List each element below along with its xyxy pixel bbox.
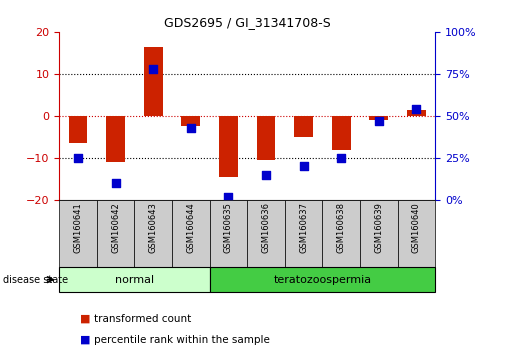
- Point: [262, 172, 270, 178]
- Text: GSM160635: GSM160635: [224, 202, 233, 253]
- Bar: [59, 267, 210, 292]
- Bar: [407, 110, 426, 116]
- Point: [111, 180, 119, 186]
- Point: [149, 66, 158, 72]
- Bar: [294, 116, 313, 137]
- Text: ■: ■: [80, 335, 90, 345]
- Bar: [256, 116, 276, 160]
- Bar: [210, 200, 247, 267]
- Bar: [210, 267, 435, 292]
- Text: GSM160639: GSM160639: [374, 202, 383, 253]
- Text: teratozoospermia: teratozoospermia: [273, 275, 371, 285]
- Bar: [332, 116, 351, 149]
- Point: [74, 155, 82, 161]
- Text: transformed count: transformed count: [94, 314, 192, 324]
- Text: disease state: disease state: [3, 275, 67, 285]
- Bar: [172, 200, 210, 267]
- Bar: [247, 200, 285, 267]
- Point: [225, 194, 233, 200]
- Bar: [181, 116, 200, 126]
- Title: GDS2695 / GI_31341708-S: GDS2695 / GI_31341708-S: [164, 16, 331, 29]
- Bar: [144, 47, 163, 116]
- Text: percentile rank within the sample: percentile rank within the sample: [94, 335, 270, 345]
- Text: GSM160638: GSM160638: [337, 202, 346, 253]
- Bar: [398, 200, 435, 267]
- Bar: [360, 200, 398, 267]
- Text: GSM160636: GSM160636: [262, 202, 270, 253]
- Text: GSM160641: GSM160641: [74, 202, 82, 253]
- Point: [186, 125, 195, 131]
- Text: GSM160644: GSM160644: [186, 202, 195, 253]
- Point: [337, 155, 345, 161]
- Bar: [322, 200, 360, 267]
- Bar: [68, 116, 88, 143]
- Point: [375, 118, 383, 124]
- Bar: [219, 116, 238, 177]
- Bar: [59, 200, 97, 267]
- Bar: [106, 116, 125, 162]
- Point: [413, 106, 421, 112]
- Text: normal: normal: [115, 275, 154, 285]
- Bar: [134, 200, 172, 267]
- Text: GSM160637: GSM160637: [299, 202, 308, 253]
- Bar: [97, 200, 134, 267]
- Text: GSM160642: GSM160642: [111, 202, 120, 253]
- Bar: [369, 116, 388, 120]
- Bar: [285, 200, 322, 267]
- Text: GSM160640: GSM160640: [412, 202, 421, 253]
- Text: ■: ■: [80, 314, 90, 324]
- Text: GSM160643: GSM160643: [149, 202, 158, 253]
- Point: [300, 164, 308, 169]
